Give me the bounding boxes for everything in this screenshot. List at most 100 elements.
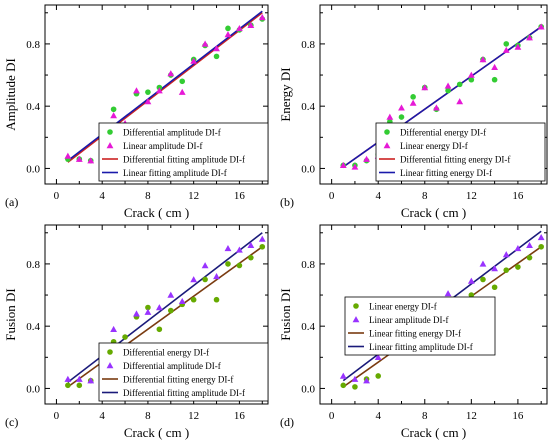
legend-entry-label: Linear fitting energy DI-f (369, 329, 461, 339)
data-point-triangle (167, 291, 175, 298)
data-point-circle (225, 261, 231, 267)
data-point-triangle (456, 98, 464, 105)
data-point-circle (145, 89, 151, 95)
data-point-circle (65, 382, 71, 389)
data-point-triangle (386, 113, 394, 120)
y-tick-label: 0.0 (301, 383, 315, 395)
data-point-circle (491, 284, 498, 291)
data-point-triangle (491, 265, 499, 272)
data-point-triangle (167, 70, 175, 77)
x-tick-label: 0 (54, 410, 60, 422)
legend-entry-label: Differential energy DI-f (123, 348, 209, 358)
legend-circle-swatch (384, 129, 390, 135)
panel-a: 0 4 8 12 16 0.0 0.4 0.8 Crack ( cm ) Amplitude DI… (3, 4, 269, 220)
x-tick-label: 4 (99, 410, 105, 422)
y-tick-label: 0.8 (26, 39, 40, 51)
legend-entry-label: Linear fitting amplitude DI-f (369, 342, 473, 352)
data-point-circle (503, 267, 510, 273)
data-point-triangle (247, 241, 255, 248)
data-point-triangle (75, 375, 83, 382)
data-point-triangle (339, 372, 347, 379)
plot-frame (44, 224, 269, 405)
data-point-triangle (201, 262, 209, 269)
data-point-triangle (421, 84, 429, 91)
plot-frame (319, 224, 548, 405)
y-tick-label: 0.4 (26, 101, 40, 113)
data-point-triangle (178, 297, 186, 304)
x-tick-label: 0 (329, 190, 335, 202)
data-point-triangle (144, 308, 152, 315)
y-tick-label: 0.4 (301, 321, 315, 333)
data-point-circle (213, 296, 220, 303)
data-point-circle (213, 53, 220, 60)
legend-box (98, 342, 269, 402)
x-tick-label: 4 (375, 410, 381, 422)
data-point-circle (122, 334, 128, 340)
legend-box (344, 296, 496, 356)
x-tick-label: 4 (99, 190, 105, 202)
y-axis-title: Amplitude DI (3, 58, 18, 131)
legend-entry-label: Linear fitting amplitude DI-f (123, 168, 227, 178)
legend-entry-label: Differential amplitude DI-f (123, 128, 221, 138)
legend-entry-label: Differential fitting amplitude DI-f (123, 388, 245, 398)
x-tick-label: 12 (466, 410, 477, 422)
data-point-triangle (213, 45, 220, 52)
y-tick-label: 0.0 (301, 163, 315, 175)
x-tick-label: 12 (188, 190, 199, 202)
data-point-circle (515, 264, 521, 270)
x-axis-title: Crack ( cm ) (401, 425, 466, 440)
legend-triangle-swatch (106, 142, 114, 149)
data-point-triangle (514, 43, 522, 50)
legend-entry-label: Linear fitting energy DI-f (400, 168, 492, 178)
x-tick-label: 4 (375, 190, 381, 202)
x-tick-label: 8 (145, 190, 151, 202)
data-point-triangle (444, 82, 452, 89)
data-point-triangle (537, 234, 545, 241)
data-point-triangle (178, 88, 186, 95)
data-point-triangle (526, 34, 533, 41)
data-point-triangle (363, 155, 370, 162)
data-point-triangle (144, 98, 152, 105)
y-tick-label: 0.8 (301, 39, 315, 51)
data-point-circle (167, 307, 174, 314)
data-point-triangle (351, 163, 359, 170)
x-tick-label: 12 (466, 190, 477, 202)
data-point-triangle (190, 57, 198, 64)
data-point-triangle (190, 276, 198, 283)
data-point-triangle (351, 375, 359, 382)
legend-entry-label: Linear energy DI-f (400, 141, 468, 151)
data-point-triangle (155, 87, 163, 94)
data-point-triangle (398, 104, 405, 111)
y-tick-label: 0.4 (26, 321, 40, 333)
panel-label: (a) (5, 195, 18, 209)
data-point-circle (236, 262, 243, 269)
legend-entry-label: Differential energy DI-f (400, 128, 486, 138)
legend-triangle-swatch (106, 362, 114, 369)
data-point-circle (445, 87, 451, 94)
panel-b: 0 4 8 12 16 0.0 0.4 0.8 Crack ( cm ) Energy DI (b)… (278, 4, 548, 220)
data-point-circle (110, 106, 117, 113)
data-point-triangle (236, 24, 243, 32)
legend-circle-swatch (107, 129, 113, 135)
data-point-triangle (258, 235, 266, 242)
y-axis-title: Energy DI (278, 67, 293, 121)
data-point-triangle (479, 260, 487, 267)
x-tick-label: 8 (422, 190, 428, 202)
y-axis-title: Fusion DI (3, 288, 18, 340)
data-point-triangle (64, 152, 72, 159)
data-point-circle (526, 254, 533, 261)
legend-circle-swatch (353, 303, 359, 309)
x-tick-label: 0 (54, 190, 60, 202)
data-point-triangle (133, 310, 140, 317)
data-point-triangle (363, 377, 370, 384)
legend-entry-label: Linear amplitude DI-f (123, 141, 202, 151)
data-point-circle (156, 326, 163, 333)
data-point-circle (410, 94, 416, 100)
data-point-triangle (224, 244, 232, 252)
data-point-triangle (110, 325, 118, 333)
panel-c: 0 4 8 12 16 0.0 0.4 0.8 Crack ( cm ) Fusion DI (c)… (3, 224, 269, 440)
panel-label: (b) (280, 195, 294, 209)
data-point-circle (480, 276, 486, 283)
data-point-triangle (87, 157, 95, 164)
